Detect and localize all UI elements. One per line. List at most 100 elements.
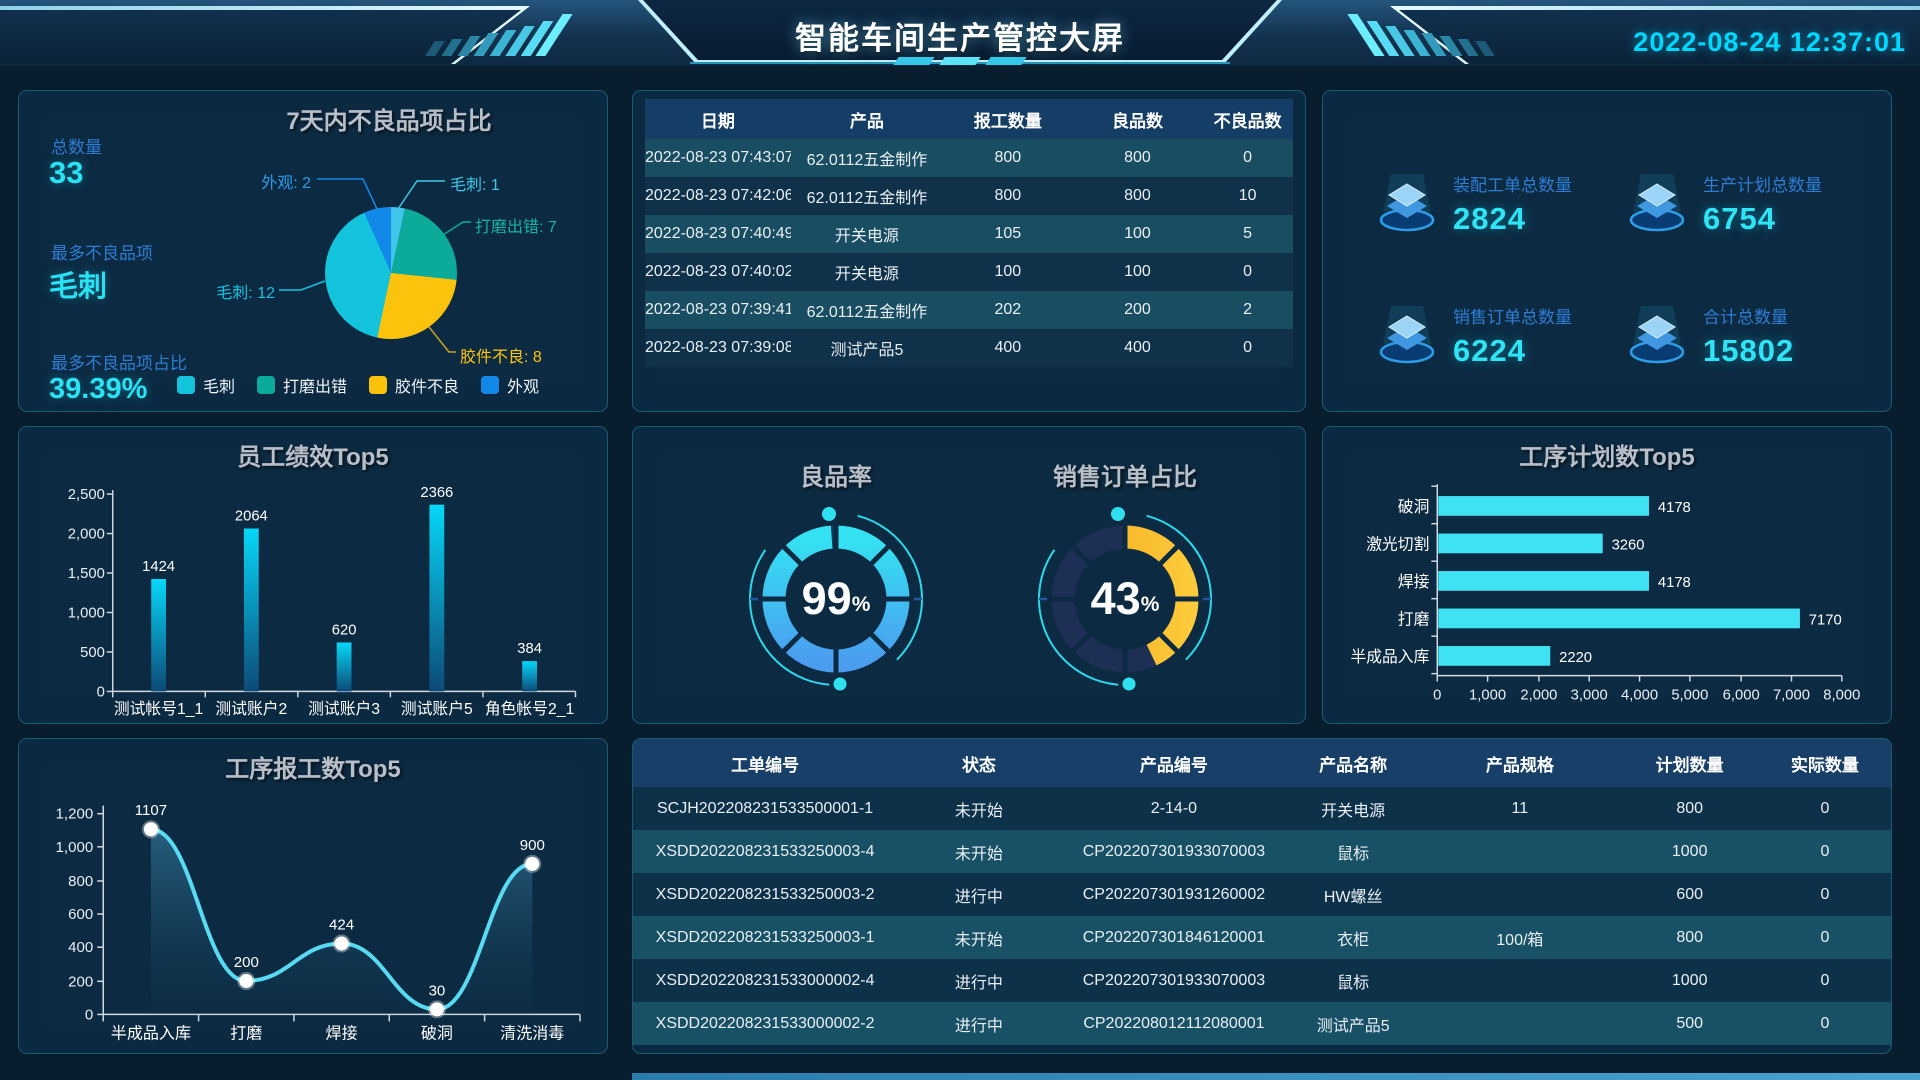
cell-qty: 400 [943, 329, 1073, 367]
bar [1438, 571, 1650, 591]
process-report-title: 工序报工数Top5 [225, 756, 401, 783]
bar [336, 642, 352, 692]
bar-value-label: 1424 [142, 559, 175, 575]
sales-ratio-value: 43 % [1015, 489, 1235, 709]
col-header-work-order-no: 工单编号 [633, 739, 898, 787]
process-plan-bar-chart: 破洞 激光切割 焊接 打磨 半成品入库 4178 3260 4178 7170 … [1351, 484, 1860, 703]
cell-good: 200 [1072, 291, 1203, 329]
y-tick-label: 800 [68, 873, 93, 890]
performance-chart-title: 员工绩效Top5 [237, 444, 389, 471]
top-defect-ratio-value: 39.39% [49, 373, 148, 405]
cell-spec [1419, 1002, 1621, 1045]
footer-accent-bar [632, 1073, 1920, 1080]
layers-icon [1379, 306, 1435, 364]
cell-product: 62.0112五金制作 [790, 291, 944, 329]
cell-actual-qty: 0 [1758, 916, 1891, 959]
panel-report-table: 日期 产品 报工数量 良品数 不良品数 2022-08-23 07:43:07 6… [632, 90, 1306, 412]
stat-value: 6224 [1453, 333, 1526, 368]
y-tick-label: 2,500 [68, 487, 105, 503]
total-count-label: 总数量 [51, 138, 102, 157]
table-row: XSDD202208231533250003-1 未开始 CP20220730184… [633, 916, 1891, 959]
cell-order-no: SCJH202208231533500001-1 [633, 787, 898, 830]
defect-pie [325, 207, 457, 339]
pie-callout-maoci-12: 毛刺: 12 [216, 285, 275, 302]
header-center-plate [643, 0, 1277, 60]
x-category-label: 打磨 [230, 1025, 262, 1043]
stat-card-assembly-orders: 装配工单总数量 2824 [1375, 171, 1625, 237]
legend-swatch-blue [481, 376, 500, 394]
col-header-reported-qty: 报工数量 [943, 99, 1073, 139]
x-category-label: 角色帐号2_1 [485, 700, 574, 718]
cell-product: 62.0112五金制作 [790, 177, 944, 215]
table-row: 2022-08-23 07:40:49 开关电源 105 100 5 [645, 215, 1293, 253]
table-row: 2022-08-23 07:40:02 开关电源 100 100 0 [645, 253, 1293, 291]
cell-product-name: HW螺丝 [1287, 873, 1420, 916]
process-report-line-chart: 0 200 400 600 800 1,000 1,200 1107 200 4… [56, 802, 581, 1043]
bar [429, 504, 445, 692]
legend-label: 毛刺 [203, 379, 236, 396]
data-point [332, 934, 351, 953]
y-tick-label: 1,000 [56, 839, 94, 856]
x-category-label: 测试账户3 [308, 700, 380, 718]
gauge-dot-bottom [1122, 677, 1136, 691]
col-header-product-name: 产品名称 [1287, 739, 1420, 787]
table-row: 2022-08-23 07:43:07 62.0112五金制作 800 800 0 [645, 139, 1293, 177]
cell-plan-qty: 800 [1620, 916, 1759, 959]
gauge-unit: % [1140, 593, 1160, 616]
cell-spec: 100/箱 [1419, 916, 1621, 959]
layers-icon [1629, 306, 1685, 364]
clock-datetime: 2022-08-24 12:37:01 [1633, 27, 1906, 57]
y-tick-label: 1,500 [68, 566, 105, 582]
pie-callout-waiguan: 外观: 2 [261, 175, 311, 192]
cell-plan-qty: 1000 [1620, 830, 1759, 873]
data-point [523, 854, 542, 873]
legend-item: 打磨出错 [257, 373, 347, 397]
y-tick-label: 0 [97, 684, 105, 700]
table-row: XSDD202208231533000002-4 进行中 CP20220730193… [633, 959, 1891, 1002]
point-value-label: 1107 [135, 802, 167, 819]
cell-good: 800 [1072, 177, 1203, 215]
x-category-label: 焊接 [326, 1025, 358, 1043]
bar-value-label: 384 [517, 641, 542, 657]
cell-product-name: 测试产品5 [1287, 1002, 1420, 1045]
point-value-label: 30 [429, 982, 446, 999]
legend-item: 胶件不良 [369, 373, 459, 397]
process-plan-title: 工序计划数Top5 [1519, 444, 1695, 471]
col-header-status: 状态 [897, 739, 1061, 787]
panel-process-report: 工序报工数Top5 0 200 400 600 800 1,000 1,200 [18, 738, 608, 1054]
y-category-label: 激光切割 [1366, 535, 1429, 553]
top-defect-label: 最多不良品项 [51, 244, 153, 263]
table-row: SCJH202208231533500001-1 未开始 2-14-0 开关电源 11 8… [633, 787, 1891, 830]
stat-value: 6754 [1703, 201, 1776, 236]
cell-product-name: 鼠标 [1287, 830, 1420, 873]
x-category-label: 清洗消毒 [500, 1025, 564, 1043]
bar-value-label: 3260 [1612, 537, 1645, 553]
cell-plan-qty: 500 [1620, 1002, 1759, 1045]
layers-icon [1629, 174, 1685, 232]
cell-product: 测试产品5 [790, 329, 944, 367]
data-point [237, 971, 256, 991]
data-point [427, 1000, 446, 1019]
y-tick-label: 1,000 [68, 605, 105, 621]
x-category-label: 测试账户2 [215, 700, 287, 718]
x-tick-label: 5,000 [1671, 687, 1708, 703]
x-category-label: 测试账户5 [401, 700, 473, 718]
x-category-label: 测试帐号1_1 [114, 700, 203, 718]
pie-callout-damochucuo: 打磨出错: 7 [475, 219, 557, 236]
col-header-plan-qty: 计划数量 [1620, 739, 1759, 787]
cell-spec [1419, 830, 1621, 873]
legend-label: 外观 [507, 379, 540, 396]
cell-spec [1419, 873, 1621, 916]
work-table-header-row: 工单编号 状态 产品编号 产品名称 产品规格 计划数量 实际数量 [633, 739, 1891, 787]
panel-process-plan: 工序计划数Top5 破洞 激光切割 焊接 打磨 半成品入库 4178 3260 … [1322, 426, 1892, 724]
cell-status: 进行中 [897, 1002, 1061, 1045]
legend-label: 胶件不良 [395, 379, 460, 396]
table-row: XSDD202208231533250003-4 未开始 CP20220730193… [633, 830, 1891, 873]
table-row: 2022-08-23 07:39:08 测试产品5 400 400 0 [645, 329, 1293, 367]
x-tick-label: 6,000 [1723, 687, 1760, 703]
work-order-table: 工单编号 状态 产品编号 产品名称 产品规格 计划数量 实际数量 SCJH202… [633, 739, 1891, 1045]
x-tick-label: 3,000 [1571, 687, 1608, 703]
gauge-dot-bottom [833, 677, 847, 691]
line-area-fill [150, 829, 533, 1015]
cell-order-no: XSDD202208231533000002-2 [633, 1002, 898, 1045]
